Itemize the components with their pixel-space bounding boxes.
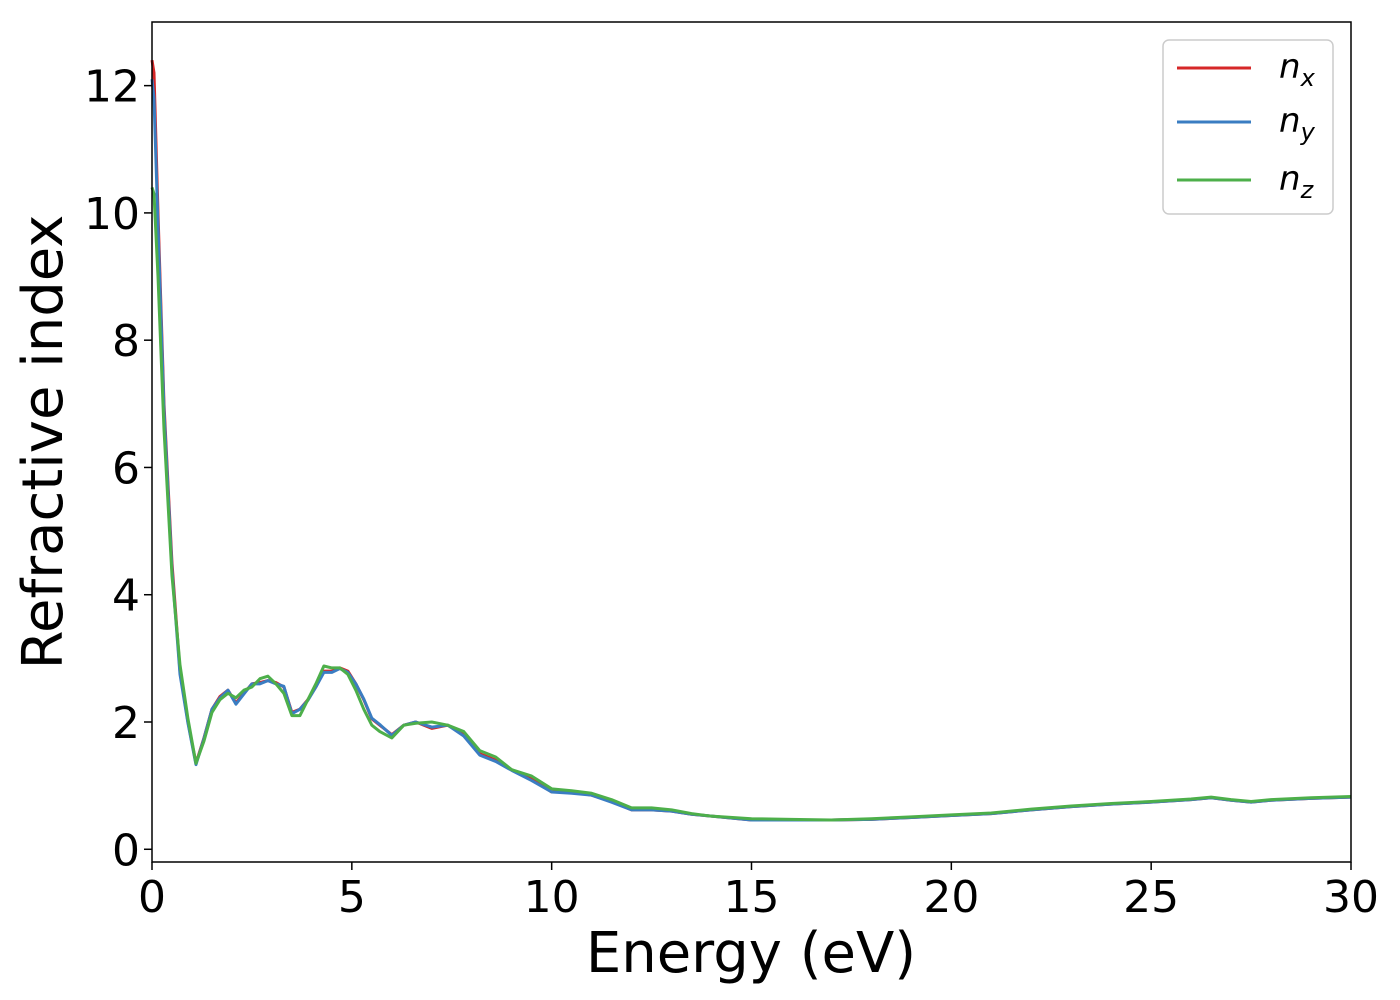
x-tick-label: 10	[524, 872, 580, 923]
x-tick-label: 5	[338, 872, 366, 923]
legend-label-subscript: z	[1300, 176, 1315, 204]
legend-label-subscript: x	[1300, 64, 1316, 92]
legend-entry-ny: ny	[1177, 101, 1316, 146]
y-axis-label: Refractive index	[11, 215, 76, 670]
legend-entry-nx: nx	[1177, 47, 1316, 92]
x-tick-label: 15	[724, 872, 780, 923]
legend-label: ny	[1279, 101, 1316, 146]
y-tick-label: 2	[112, 698, 140, 749]
legend-label-base: n	[1279, 47, 1301, 87]
x-tick-label: 25	[1123, 872, 1179, 923]
y-tick-label: 6	[112, 443, 140, 494]
x-tick-label: 20	[923, 872, 979, 923]
series-line-nz	[150, 187, 1352, 822]
y-ticks: 0 2 4 6 8 10 12	[84, 62, 152, 876]
legend-box	[1162, 39, 1334, 215]
y-tick-label: 8	[112, 316, 140, 367]
x-ticks: 0 5 10 15 20 25 30	[138, 862, 1379, 923]
y-tick-label: 12	[84, 62, 140, 113]
legend-label-base: n	[1279, 159, 1301, 199]
legend-label: nz	[1279, 159, 1315, 204]
y-tick-label: 0	[112, 825, 140, 876]
series-layer	[150, 59, 1352, 822]
x-tick-label: 30	[1323, 872, 1379, 923]
legend-entry-nz: nz	[1177, 159, 1315, 204]
x-tick-label: 0	[138, 872, 166, 923]
x-axis-label: Energy (eV)	[586, 921, 916, 986]
y-tick-label: 4	[112, 571, 140, 622]
y-tick-label: 10	[84, 189, 140, 240]
legend-label: nx	[1279, 47, 1316, 92]
legend-label-subscript: y	[1300, 118, 1316, 146]
legend-label-base: n	[1279, 101, 1301, 141]
